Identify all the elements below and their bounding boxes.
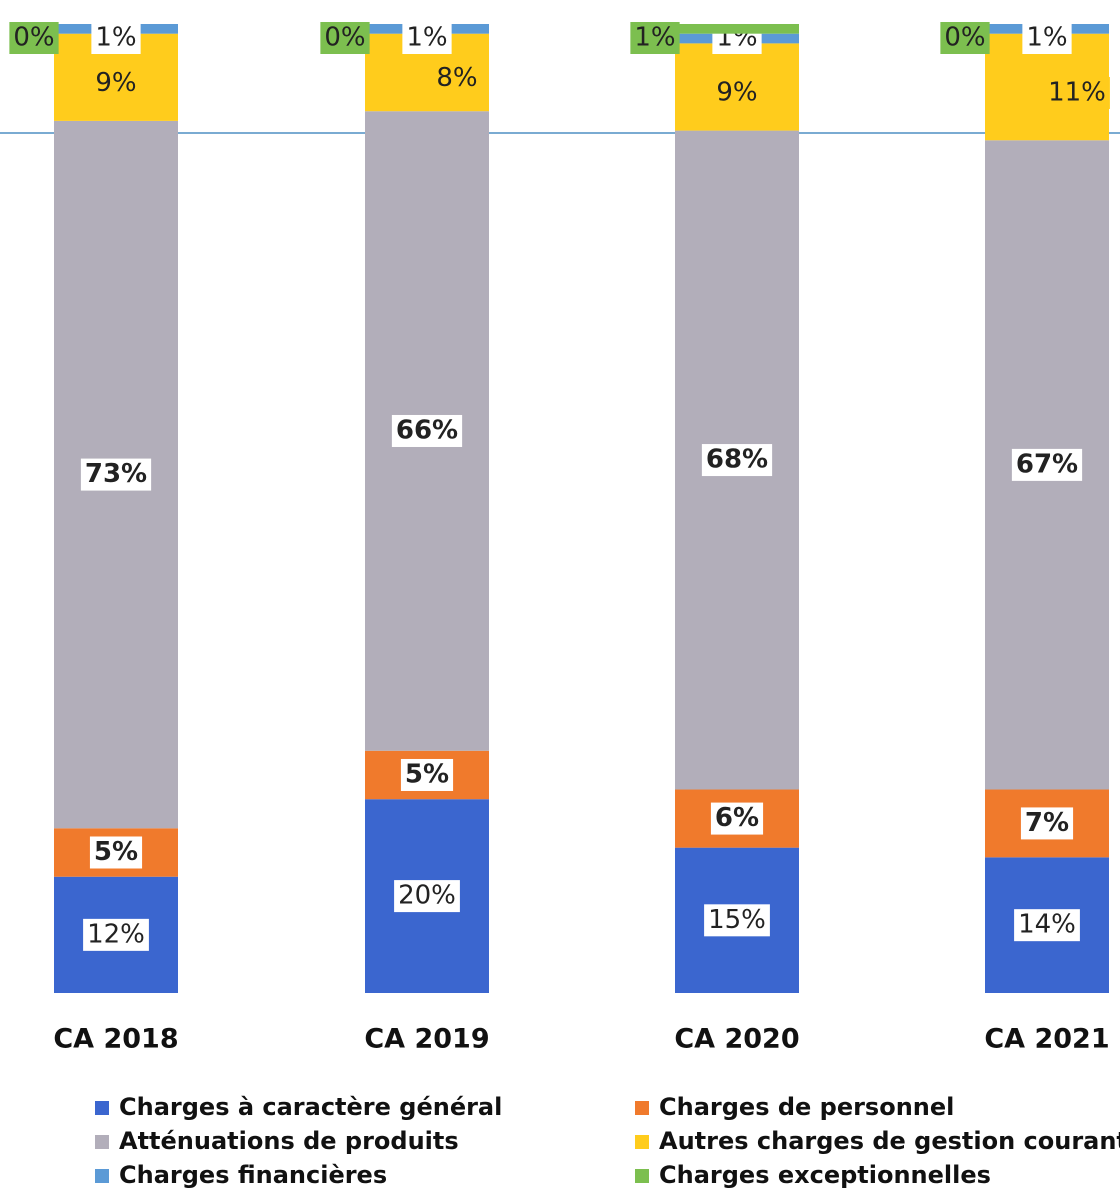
data-label: 11% [1048,77,1106,107]
data-label: 1% [634,23,675,53]
label-bg [1022,22,1072,54]
x-tick-label: CA 2021 [984,1024,1109,1055]
legend-label: Charges à caractère général [119,1093,502,1121]
label-bg [1014,909,1080,942]
data-label: 1% [406,23,447,53]
data-label: 12% [87,919,145,949]
data-label: 7% [1025,808,1069,838]
bar-segment [675,24,799,34]
label-bg [630,22,680,54]
data-label: 67% [1016,449,1078,479]
data-label: 5% [405,759,449,789]
label-bg [1020,807,1074,840]
data-label: 14% [1018,910,1076,940]
label-bg [80,458,152,491]
data-label: 6% [715,803,759,833]
label-bg [712,76,762,109]
label-bg [91,67,141,100]
label-bg [1044,76,1110,109]
label-bg [320,22,370,54]
x-tick-label: CA 2020 [674,1024,799,1055]
data-label: 68% [706,445,768,475]
data-label: 1% [95,23,136,53]
label-bg [940,22,990,54]
label-bg [710,802,764,835]
data-label: 0% [13,23,54,53]
legend-label: Autres charges de gestion courante [659,1127,1120,1155]
data-label: 0% [944,23,985,53]
label-bg [701,444,773,477]
legend-swatch [95,1101,109,1115]
data-label: 9% [95,68,136,98]
x-tick-label: CA 2019 [364,1024,489,1055]
label-bg [402,22,452,54]
legend-label: Charges exceptionnelles [659,1161,991,1189]
label-bg [89,836,143,869]
data-label: 9% [716,77,757,107]
legend-swatch [95,1169,109,1183]
data-label: 8% [436,63,477,93]
legend-label: Charges financières [119,1161,387,1189]
label-bg [394,880,460,913]
data-label: 73% [85,459,147,489]
label-bg [91,22,141,54]
label-bg [400,758,454,791]
legend-swatch [635,1135,649,1149]
data-label: 0% [324,23,365,53]
data-label: 15% [708,905,766,935]
label-bg [1011,448,1083,481]
label-bg [9,22,59,54]
legend-swatch [635,1101,649,1115]
label-bg [83,918,149,951]
data-label: 20% [398,881,456,911]
label-bg [704,904,770,937]
legend-swatch [635,1169,649,1183]
data-label: 66% [396,415,458,445]
label-bg [432,62,482,95]
x-tick-label: CA 2018 [53,1024,178,1055]
legend-swatch [95,1135,109,1149]
data-label: 1% [1026,23,1067,53]
legend-label: Charges de personnel [659,1093,954,1121]
legend-label: Atténuations de produits [119,1127,459,1155]
label-bg [391,414,463,447]
data-label: 5% [94,837,138,867]
